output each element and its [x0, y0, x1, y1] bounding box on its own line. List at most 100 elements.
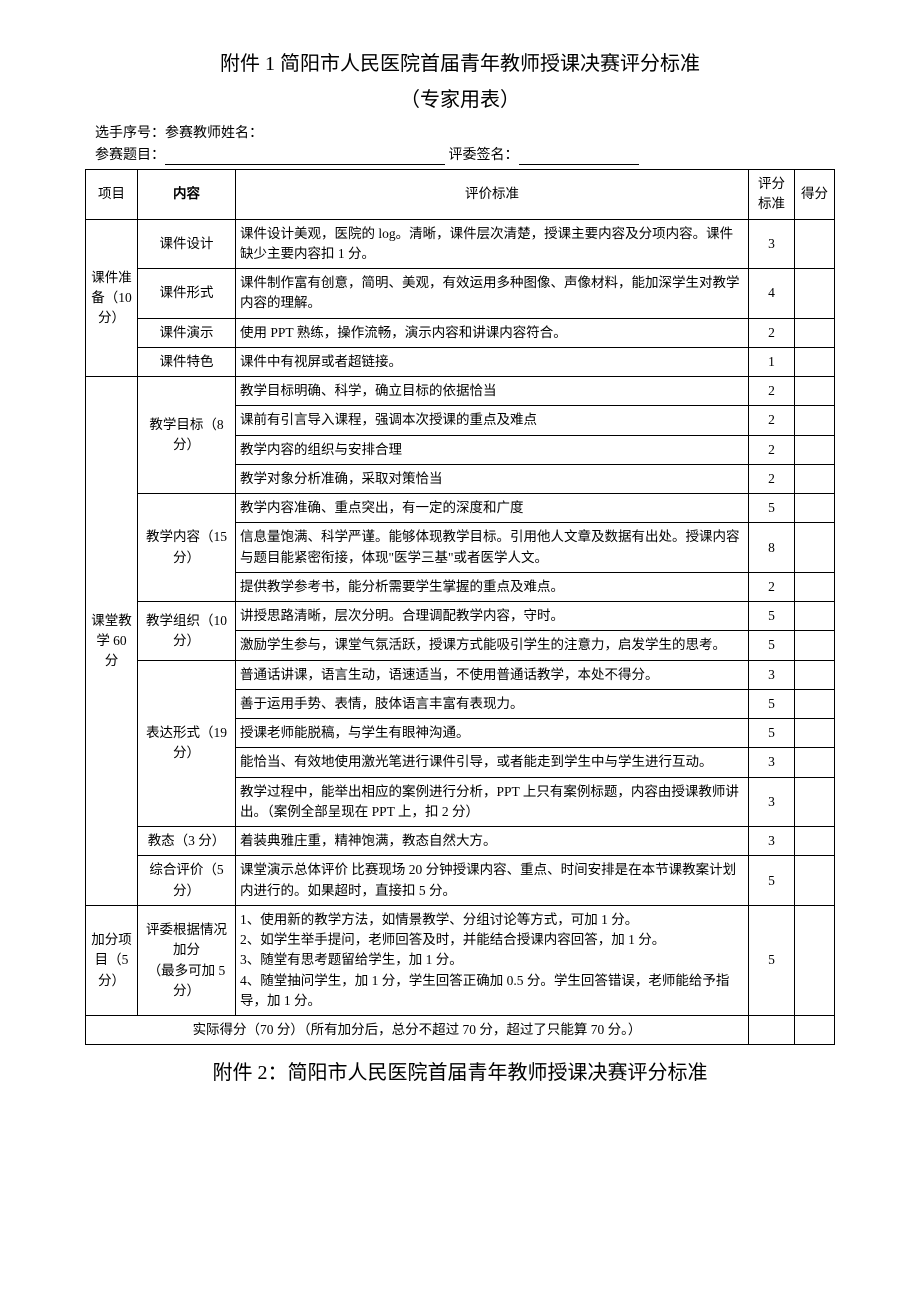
hdr-criteria: 评价标准 [236, 170, 749, 220]
table-row: 教态（3 分） 着装典雅庄重，精神饱满，教态自然大方。 3 [86, 827, 835, 856]
content-cell: 课件演示 [138, 318, 236, 347]
std-cell: 2 [749, 572, 795, 601]
topic-label: 参赛题目： [95, 148, 165, 163]
scoring-table: 项目 内容 评价标准 评分标准 得分 课件准备（10分） 课件设计 课件设计美观… [85, 169, 835, 1045]
content-cell: 教学内容（15分） [138, 494, 236, 602]
content-cell: 表达形式（19分） [138, 660, 236, 827]
criteria-cell: 1、使用新的教学方法，如情景教学、分组讨论等方式，可加 1 分。 2、如学生举手… [236, 905, 749, 1015]
score-cell [795, 748, 835, 777]
criteria-cell: 能恰当、有效地使用激光笔进行课件引导，或者能走到学生中与学生进行互动。 [236, 748, 749, 777]
footer-title: 附件 2：简阳市人民医院首届青年教师授课决赛评分标准 [85, 1059, 835, 1087]
score-cell [795, 318, 835, 347]
criteria-cell: 教学内容的组织与安排合理 [236, 435, 749, 464]
criteria-cell: 教学目标明确、科学，确立目标的依据恰当 [236, 377, 749, 406]
table-row: 课件演示 使用 PPT 熟练，操作流畅，演示内容和讲课内容符合。 2 [86, 318, 835, 347]
content-cell: 课件设计 [138, 219, 236, 269]
std-cell: 5 [749, 856, 795, 906]
std-cell: 5 [749, 602, 795, 631]
criteria-cell: 课件设计美观，医院的 log。清晰，课件层次清楚，授课主要内容及分项内容。课件缺… [236, 219, 749, 269]
content-cell: 教学目标（8分） [138, 377, 236, 494]
document-subtitle: （专家用表） [85, 86, 835, 114]
std-cell: 5 [749, 631, 795, 660]
score-cell [795, 464, 835, 493]
hdr-content: 内容 [138, 170, 236, 220]
criteria-cell: 激励学生参与，课堂气氛活跃，授课方式能吸引学生的注意力，启发学生的思考。 [236, 631, 749, 660]
criteria-cell: 信息量饱满、科学严谨。能够体现教学目标。引用他人文章及数据有出处。授课内容与题目… [236, 523, 749, 573]
score-cell [795, 523, 835, 573]
criteria-cell: 课件中有视屏或者超链接。 [236, 347, 749, 376]
criteria-cell: 着装典雅庄重，精神饱满，教态自然大方。 [236, 827, 749, 856]
table-header-row: 项目 内容 评价标准 评分标准 得分 [86, 170, 835, 220]
score-cell [795, 219, 835, 269]
score-cell [795, 631, 835, 660]
score-cell [795, 406, 835, 435]
hdr-project: 项目 [86, 170, 138, 220]
table-row: 教学组织（10分） 讲授思路清晰，层次分明。合理调配教学内容，守时。 5 [86, 602, 835, 631]
hdr-score-std: 评分标准 [749, 170, 795, 220]
table-row: 课件特色 课件中有视屏或者超链接。 1 [86, 347, 835, 376]
score-cell [795, 602, 835, 631]
std-cell: 5 [749, 719, 795, 748]
score-cell [795, 572, 835, 601]
project-cell: 课堂教学 60分 [86, 377, 138, 906]
std-cell: 2 [749, 464, 795, 493]
hdr-score: 得分 [795, 170, 835, 220]
criteria-cell: 授课老师能脱稿，与学生有眼神沟通。 [236, 719, 749, 748]
sig-blank [519, 149, 639, 165]
std-cell: 4 [749, 269, 795, 319]
criteria-cell: 提供教学参考书，能分析需要学生掌握的重点及难点。 [236, 572, 749, 601]
criteria-cell: 教学内容准确、重点突出，有一定的深度和广度 [236, 494, 749, 523]
table-row: 课件准备（10分） 课件设计 课件设计美观，医院的 log。清晰，课件层次清楚，… [86, 219, 835, 269]
score-cell [795, 269, 835, 319]
std-cell: 3 [749, 748, 795, 777]
std-cell: 3 [749, 219, 795, 269]
score-cell [795, 377, 835, 406]
std-cell: 2 [749, 318, 795, 347]
criteria-cell: 课件制作富有创意，简明、美观，有效运用多种图像、声像材料，能加深学生对教学内容的… [236, 269, 749, 319]
table-footer-row: 实际得分（70 分）（所有加分后，总分不超过 70 分，超过了只能算 70 分。… [86, 1016, 835, 1045]
score-cell [795, 494, 835, 523]
std-cell: 3 [749, 660, 795, 689]
content-cell: 综合评价（5分） [138, 856, 236, 906]
table-row: 表达形式（19分） 普通话讲课，语言生动，语速适当，不使用普通话教学，本处不得分… [86, 660, 835, 689]
sig-label: 评委签名： [449, 148, 519, 163]
criteria-cell: 课前有引言导入课程，强调本次授课的重点及难点 [236, 406, 749, 435]
score-cell [795, 689, 835, 718]
criteria-cell: 教学对象分析准确，采取对策恰当 [236, 464, 749, 493]
criteria-cell: 教学过程中，能举出相应的案例进行分析，PPT 上只有案例标题，内容由授课教师讲出… [236, 777, 749, 827]
std-cell: 3 [749, 777, 795, 827]
content-cell: 课件特色 [138, 347, 236, 376]
score-cell [795, 777, 835, 827]
std-cell [749, 1016, 795, 1045]
topic-blank [165, 149, 445, 165]
criteria-cell: 普通话讲课，语言生动，语速适当，不使用普通话教学，本处不得分。 [236, 660, 749, 689]
content-cell: 教态（3 分） [138, 827, 236, 856]
score-cell [795, 719, 835, 748]
meta-line-2: 参赛题目： 评委签名： [85, 146, 835, 166]
std-cell: 5 [749, 905, 795, 1015]
project-cell: 课件准备（10分） [86, 219, 138, 377]
table-row: 课堂教学 60分 教学目标（8分） 教学目标明确、科学，确立目标的依据恰当 2 [86, 377, 835, 406]
std-cell: 2 [749, 377, 795, 406]
table-row: 课件形式 课件制作富有创意，简明、美观，有效运用多种图像、声像材料，能加深学生对… [86, 269, 835, 319]
std-cell: 8 [749, 523, 795, 573]
std-cell: 5 [749, 689, 795, 718]
score-cell [795, 856, 835, 906]
content-cell: 评委根据情况加分 （最多可加 5分） [138, 905, 236, 1015]
content-cell: 课件形式 [138, 269, 236, 319]
score-cell [795, 905, 835, 1015]
score-cell [795, 1016, 835, 1045]
footer-text: 实际得分（70 分）（所有加分后，总分不超过 70 分，超过了只能算 70 分。… [86, 1016, 749, 1045]
std-cell: 1 [749, 347, 795, 376]
score-cell [795, 435, 835, 464]
score-cell [795, 827, 835, 856]
table-row: 综合评价（5分） 课堂演示总体评价 比赛现场 20 分钟授课内容、重点、时间安排… [86, 856, 835, 906]
content-cell: 教学组织（10分） [138, 602, 236, 661]
criteria-cell: 善于运用手势、表情，肢体语言丰富有表现力。 [236, 689, 749, 718]
project-cell: 加分项目（5分） [86, 905, 138, 1015]
document-title: 附件 1 简阳市人民医院首届青年教师授课决赛评分标准 [85, 50, 835, 78]
criteria-cell: 课堂演示总体评价 比赛现场 20 分钟授课内容、重点、时间安排是在本节课教案计划… [236, 856, 749, 906]
table-row: 教学内容（15分） 教学内容准确、重点突出，有一定的深度和广度 5 [86, 494, 835, 523]
std-cell: 5 [749, 494, 795, 523]
criteria-cell: 讲授思路清晰，层次分明。合理调配教学内容，守时。 [236, 602, 749, 631]
